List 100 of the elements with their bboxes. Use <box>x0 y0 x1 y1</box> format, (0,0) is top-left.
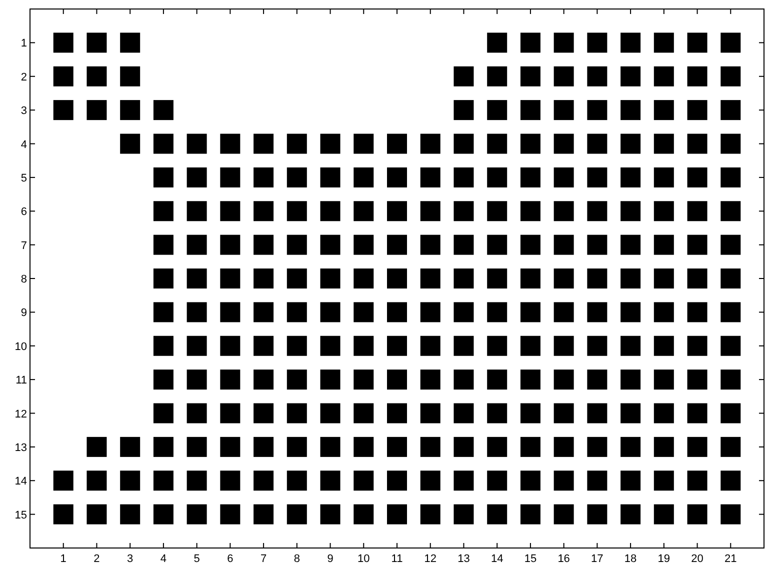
point <box>220 167 240 188</box>
point <box>387 201 407 222</box>
point <box>720 32 741 53</box>
x-tick-label: 6 <box>227 553 234 565</box>
point <box>720 201 741 222</box>
point <box>220 302 240 322</box>
point <box>720 302 741 322</box>
point <box>286 167 307 188</box>
point <box>454 268 474 288</box>
point <box>420 470 440 491</box>
point <box>520 436 540 457</box>
point <box>220 370 240 390</box>
point <box>254 403 274 424</box>
point <box>687 403 708 424</box>
point <box>487 100 508 120</box>
point <box>720 403 741 424</box>
point <box>587 32 608 53</box>
point <box>354 302 374 322</box>
y-tick-label: 10 <box>14 340 27 353</box>
point <box>186 436 207 457</box>
point <box>487 134 508 154</box>
x-tick-label: 13 <box>458 553 470 565</box>
x-tick-label: 10 <box>358 553 370 565</box>
point <box>254 167 274 188</box>
point <box>320 470 340 491</box>
point <box>220 403 240 424</box>
y-tick-label: 2 <box>20 71 27 84</box>
point <box>220 201 240 222</box>
point <box>354 234 374 255</box>
point <box>454 403 474 424</box>
point <box>286 302 307 322</box>
point <box>487 504 508 524</box>
point <box>320 268 340 288</box>
point <box>354 403 374 424</box>
y-tick-label: 5 <box>20 172 27 184</box>
point <box>354 167 374 188</box>
point <box>654 470 674 491</box>
point <box>153 403 174 424</box>
point <box>320 370 340 390</box>
x-tick-label: 12 <box>424 553 436 565</box>
x-tick-label: 8 <box>294 553 300 565</box>
point <box>120 504 140 524</box>
point <box>186 336 207 356</box>
point <box>587 201 608 222</box>
point <box>487 370 508 390</box>
point <box>487 234 508 255</box>
point <box>454 436 474 457</box>
point <box>720 470 741 491</box>
point <box>554 167 574 188</box>
point <box>620 403 641 424</box>
point <box>286 234 307 255</box>
point <box>120 134 140 154</box>
point <box>153 268 174 288</box>
point <box>620 66 641 86</box>
point <box>320 134 340 154</box>
point <box>420 504 440 524</box>
point <box>220 470 240 491</box>
x-tick-label: 14 <box>490 553 504 565</box>
point <box>620 134 641 154</box>
point <box>420 167 440 188</box>
point <box>487 201 508 222</box>
point <box>186 302 207 322</box>
point <box>120 66 140 86</box>
point <box>254 268 274 288</box>
point <box>286 370 307 390</box>
point <box>454 167 474 188</box>
point <box>620 268 641 288</box>
point <box>687 234 708 255</box>
point <box>454 234 474 255</box>
point <box>654 134 674 154</box>
point <box>120 436 140 457</box>
point <box>387 234 407 255</box>
point <box>220 504 240 524</box>
x-tick-label: 15 <box>524 553 537 565</box>
point <box>286 336 307 356</box>
point <box>153 370 174 390</box>
point <box>254 370 274 390</box>
point <box>454 370 474 390</box>
y-tick-label: 12 <box>14 408 27 420</box>
point <box>420 201 440 222</box>
point <box>220 134 240 154</box>
point <box>153 234 174 255</box>
x-tick-label: 2 <box>94 553 100 565</box>
point <box>420 370 440 390</box>
point <box>387 403 407 424</box>
point <box>387 436 407 457</box>
point <box>587 234 608 255</box>
point <box>420 403 440 424</box>
point <box>153 470 174 491</box>
point <box>387 336 407 356</box>
point <box>620 234 641 255</box>
point <box>254 504 274 524</box>
y-tick-label: 13 <box>14 442 27 454</box>
point <box>354 504 374 524</box>
y-tick-label: 14 <box>14 476 27 488</box>
point <box>720 436 741 457</box>
point <box>220 268 240 288</box>
point <box>153 336 174 356</box>
point <box>254 436 274 457</box>
point <box>286 470 307 491</box>
